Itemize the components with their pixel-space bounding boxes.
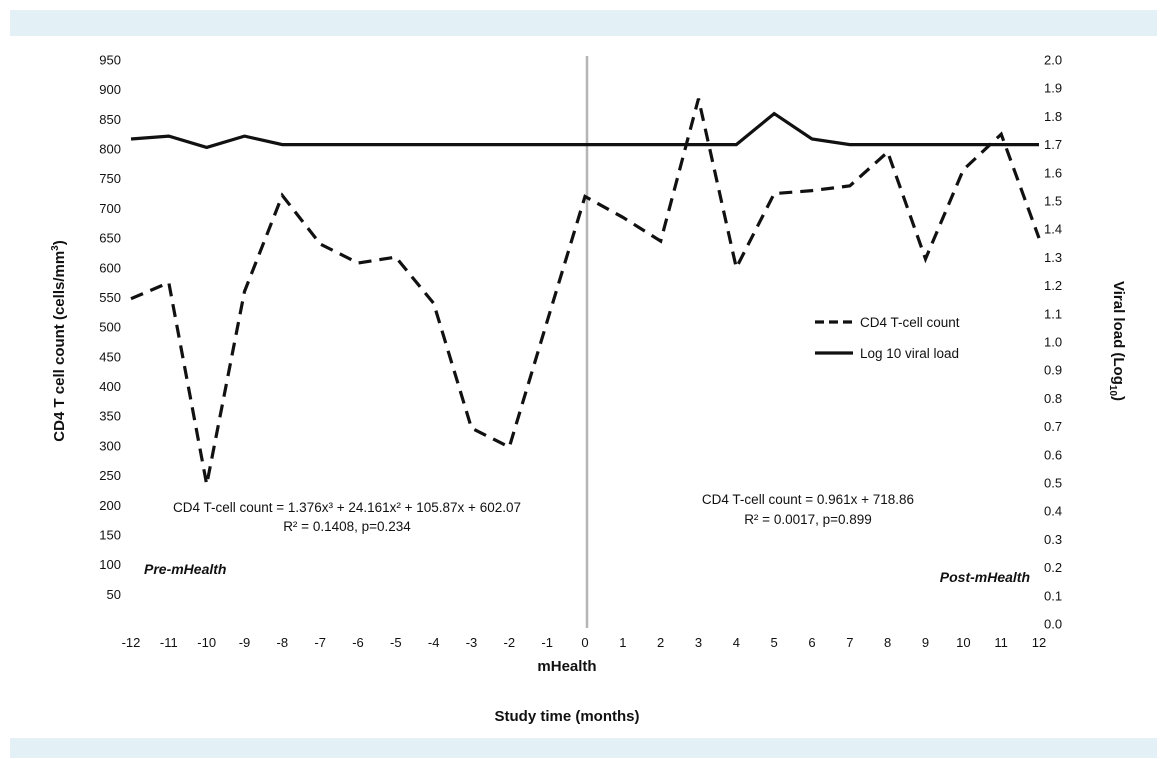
left-axis-title: CD4 T cell count (cells/mm3)	[50, 240, 68, 441]
x-axis-title: Study time (months)	[495, 708, 640, 725]
right-tick-label: 1.7	[1044, 137, 1062, 152]
right-tick-label: 1.0	[1044, 335, 1062, 350]
left-tick-label: 750	[99, 171, 121, 186]
post-r2-annotation: R² = 0.0017, p=0.899	[744, 512, 872, 527]
legend-viral-load-label: Log 10 viral load	[860, 346, 959, 361]
left-tick-label: 50	[107, 587, 121, 602]
x-divider-label: mHealth	[537, 658, 596, 675]
top-header-band	[10, 10, 1157, 36]
x-tick-label: 0	[581, 635, 588, 650]
left-tick-label: 800	[99, 142, 121, 157]
right-tick-label: 0.5	[1044, 476, 1062, 491]
right-tick-label: 0.0	[1044, 617, 1062, 632]
right-tick-label: 1.5	[1044, 194, 1062, 209]
left-tick-label: 650	[99, 231, 121, 246]
pre-r2-annotation: R² = 0.1408, p=0.234	[283, 519, 411, 534]
right-axis-title-main: Viral load (Log	[1110, 281, 1127, 385]
right-tick-label: 0.6	[1044, 447, 1062, 462]
left-tick-label: 400	[99, 379, 121, 394]
right-tick-label: 1.8	[1044, 109, 1062, 124]
left-tick-label: 850	[99, 112, 121, 127]
x-tick-label: 8	[884, 635, 891, 650]
x-tick-label: -9	[239, 635, 251, 650]
x-tick-label: 3	[695, 635, 702, 650]
right-axis-title: Viral load (Log10)	[1107, 281, 1127, 401]
right-axis-title-end: )	[1110, 396, 1127, 401]
bottom-footer-band	[10, 738, 1157, 758]
right-tick-label: 0.7	[1044, 419, 1062, 434]
post-mhealth-label: Post-mHealth	[940, 569, 1030, 585]
right-tick-label: 1.1	[1044, 306, 1062, 321]
x-tick-label: -7	[314, 635, 326, 650]
left-tick-label: 350	[99, 409, 121, 424]
right-tick-label: 1.9	[1044, 81, 1062, 96]
x-tick-label: 12	[1032, 635, 1046, 650]
viral-load-series-line	[130, 111, 1039, 150]
x-axis-ticks: -12 -11 -10 -9 -8 -7 -6 -5 -4 -3 -2 -1 0 1 2 3 4 5 6 7 8 9 10 1…	[122, 635, 1047, 650]
left-tick-label: 550	[99, 290, 121, 305]
pre-equation-annotation: CD4 T-cell count = 1.376x³ + 24.161x² + …	[173, 500, 521, 515]
left-tick-label: 250	[99, 468, 121, 483]
left-tick-label: 300	[99, 438, 121, 453]
x-tick-label: -5	[390, 635, 402, 650]
pre-mhealth-label: Pre-mHealth	[144, 561, 226, 577]
x-tick-label: -11	[160, 635, 178, 650]
left-tick-label: 200	[99, 498, 121, 513]
right-axis-ticks: 0.0 0.1 0.2 0.3 0.4 0.5 0.6 0.7 0.8 0.9 1.0 1.1 1.2 1…	[1044, 53, 1062, 632]
right-tick-label: 1.3	[1044, 250, 1062, 265]
right-tick-label: 2.0	[1044, 53, 1062, 68]
right-tick-label: 0.9	[1044, 363, 1062, 378]
x-tick-label: -12	[122, 635, 141, 650]
x-tick-label: 10	[956, 635, 970, 650]
x-tick-label: 9	[922, 635, 929, 650]
x-tick-label: -2	[504, 635, 516, 650]
right-tick-label: 0.4	[1044, 504, 1062, 519]
right-tick-label: 0.2	[1044, 560, 1062, 575]
x-tick-label: 2	[657, 635, 664, 650]
right-tick-label: 1.4	[1044, 222, 1062, 237]
right-tick-label: 0.8	[1044, 391, 1062, 406]
legend-cd4-label: CD4 T-cell count	[860, 315, 960, 330]
legend: CD4 T-cell count Log 10 viral load	[815, 315, 960, 361]
x-tick-label: 4	[733, 635, 740, 650]
x-tick-label: 7	[846, 635, 853, 650]
x-tick-label: -1	[541, 635, 553, 650]
cd4-series-line	[130, 98, 1041, 485]
right-axis-title-sub: 10	[1107, 385, 1118, 397]
right-tick-label: 0.3	[1044, 532, 1062, 547]
x-tick-label: 11	[994, 635, 1008, 650]
x-tick-label: -3	[466, 635, 478, 650]
x-tick-label: 6	[808, 635, 815, 650]
x-tick-label: -8	[277, 635, 289, 650]
left-axis-title-end: )	[51, 240, 68, 245]
right-tick-label: 0.1	[1044, 588, 1062, 603]
x-tick-label: -6	[352, 635, 364, 650]
x-tick-label: -4	[428, 635, 440, 650]
left-tick-label: 950	[99, 53, 121, 68]
left-tick-label: 450	[99, 349, 121, 364]
right-tick-label: 1.2	[1044, 278, 1062, 293]
right-tick-label: 1.6	[1044, 165, 1062, 180]
left-axis-title-sup: 3	[50, 245, 61, 251]
left-axis-ticks: 50 100 150 200 250 300 350 400 450 500 550 600 650 70…	[99, 53, 121, 602]
post-equation-annotation: CD4 T-cell count = 0.961x + 718.86	[702, 492, 914, 507]
left-tick-label: 600	[99, 260, 121, 275]
left-tick-label: 150	[99, 527, 121, 542]
left-tick-label: 900	[99, 82, 121, 97]
x-tick-label: 5	[771, 635, 778, 650]
x-tick-label: 1	[619, 635, 626, 650]
left-axis-title-main: CD4 T cell count (cells/mm	[51, 251, 68, 442]
x-tick-label: -10	[197, 635, 216, 650]
left-tick-label: 700	[99, 201, 121, 216]
left-tick-label: 100	[99, 557, 121, 572]
left-tick-label: 500	[99, 320, 121, 335]
